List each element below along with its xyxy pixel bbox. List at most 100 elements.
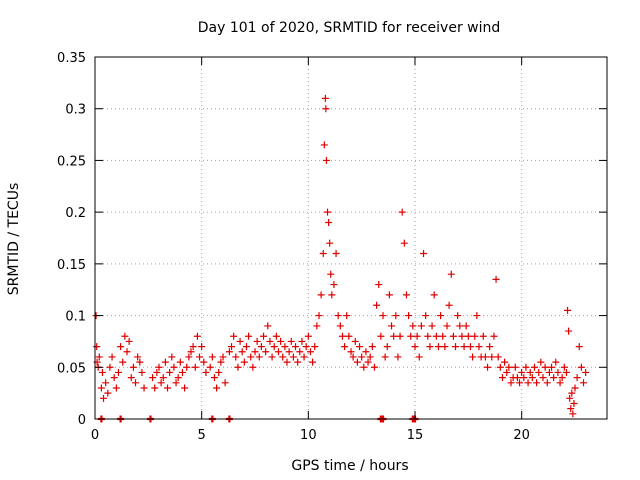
- data-point: [247, 353, 255, 361]
- data-point: [306, 348, 314, 356]
- data-point: [548, 363, 556, 371]
- y-tick-label: 0.2: [65, 206, 86, 221]
- data-point: [322, 105, 330, 113]
- data-point: [221, 379, 229, 387]
- data-point: [151, 384, 159, 392]
- data-point: [484, 363, 492, 371]
- data-point: [520, 374, 528, 382]
- data-point: [522, 363, 530, 371]
- data-point: [396, 332, 404, 340]
- data-point: [375, 281, 383, 289]
- grid: [95, 57, 607, 419]
- data-point: [383, 343, 391, 351]
- data-point: [153, 368, 161, 376]
- data-point: [279, 353, 287, 361]
- data-point: [298, 337, 306, 345]
- data-point: [358, 353, 366, 361]
- data-point: [560, 363, 568, 371]
- data-point: [556, 379, 564, 387]
- data-point: [98, 368, 106, 376]
- data-point: [507, 379, 515, 387]
- data-point: [437, 312, 445, 320]
- data-point: [445, 301, 453, 309]
- data-point: [121, 332, 129, 340]
- data-point: [466, 343, 474, 351]
- data-point: [394, 353, 402, 361]
- data-point: [518, 368, 526, 376]
- data-point: [469, 353, 477, 361]
- data-point: [533, 379, 541, 387]
- data-point: [398, 208, 406, 216]
- data-point: [454, 312, 462, 320]
- data-point: [524, 379, 532, 387]
- chart-title: Day 101 of 2020, SRMTID for receiver win…: [198, 20, 501, 36]
- data-point: [582, 368, 590, 376]
- data-point: [345, 332, 353, 340]
- data-point: [368, 343, 376, 351]
- data-point: [362, 348, 370, 356]
- data-point: [166, 368, 174, 376]
- data-point: [132, 379, 140, 387]
- data-point: [473, 312, 481, 320]
- data-point: [377, 332, 385, 340]
- data-point: [409, 322, 417, 330]
- data-point: [238, 348, 246, 356]
- data-point: [570, 399, 578, 407]
- data-point: [535, 368, 543, 376]
- data-point: [439, 332, 447, 340]
- data-point: [215, 368, 223, 376]
- y-axis-label: SRMTID / TECUs: [6, 183, 22, 296]
- data-point: [347, 348, 355, 356]
- data-point: [274, 348, 282, 356]
- data-point: [181, 384, 189, 392]
- data-point: [351, 337, 359, 345]
- data-point: [155, 363, 163, 371]
- data-point: [567, 405, 575, 413]
- data-point: [343, 312, 351, 320]
- data-point: [430, 291, 438, 299]
- data-point: [417, 322, 425, 330]
- data-point: [458, 332, 466, 340]
- data-point: [285, 348, 293, 356]
- axes: 0 0.05 0.1 0.15 0.2 0.25 0.3 0.35 0 5 10 15 20: [57, 51, 607, 443]
- data-point: [424, 332, 432, 340]
- data-point: [426, 343, 434, 351]
- x-tick-label: 0: [91, 428, 99, 443]
- data-point: [349, 353, 357, 361]
- data-point: [268, 353, 276, 361]
- data-point: [189, 343, 197, 351]
- data-point: [481, 353, 489, 361]
- data-point: [539, 374, 547, 382]
- data-point: [232, 353, 240, 361]
- data-point: [505, 363, 513, 371]
- data-point: [488, 353, 496, 361]
- data-point: [330, 281, 338, 289]
- data-point: [356, 343, 364, 351]
- data-point: [573, 374, 581, 382]
- y-tick-label: 0.15: [57, 258, 86, 273]
- data-point: [257, 343, 265, 351]
- data-point: [172, 379, 180, 387]
- data-point: [300, 353, 308, 361]
- data-point: [230, 332, 238, 340]
- data-point: [129, 363, 137, 371]
- data-point: [322, 156, 330, 164]
- data-point: [266, 337, 274, 345]
- data-point: [420, 250, 428, 258]
- data-point: [353, 358, 361, 366]
- data-point: [400, 239, 408, 247]
- data-point: [364, 358, 372, 366]
- data-point: [554, 368, 562, 376]
- data-point: [149, 374, 157, 382]
- data-point: [123, 348, 131, 356]
- x-tick-label: 15: [407, 428, 424, 443]
- data-point: [110, 374, 118, 382]
- data-point: [296, 348, 304, 356]
- data-point: [264, 322, 272, 330]
- data-point: [228, 343, 236, 351]
- data-point: [411, 343, 419, 351]
- data-point: [580, 379, 588, 387]
- data-point: [528, 374, 536, 382]
- y-tick-label: 0.1: [65, 310, 86, 325]
- data-point: [161, 358, 169, 366]
